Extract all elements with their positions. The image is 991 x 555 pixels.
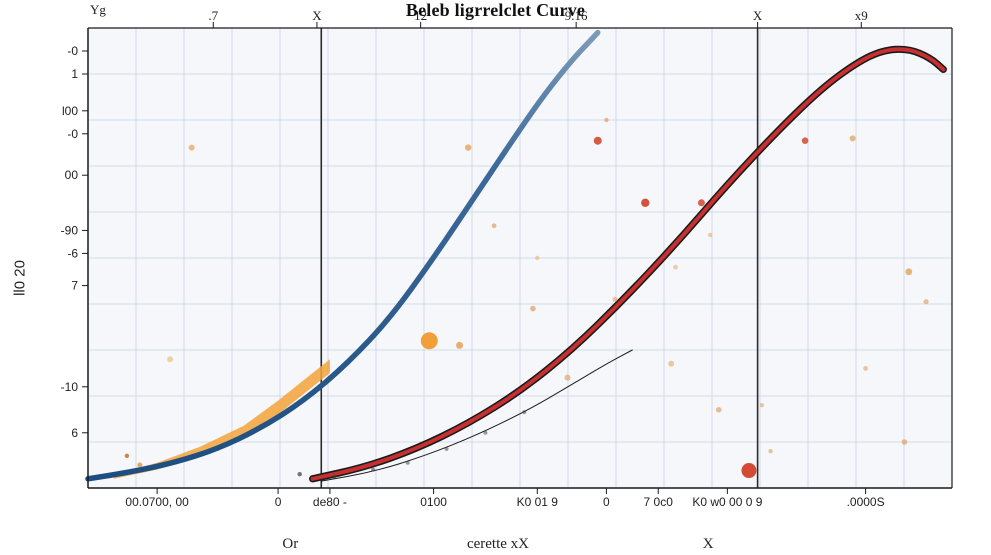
chart-svg: .7X129.16Xx9 -01l00-000-90-67-106 00.070… [0, 0, 991, 555]
svg-text:X: X [312, 8, 322, 23]
svg-text:7: 7 [71, 279, 78, 293]
svg-text:X: X [753, 8, 763, 23]
svg-text:-0: -0 [67, 44, 78, 58]
svg-text:00: 00 [65, 168, 79, 182]
svg-text:-90: -90 [61, 223, 79, 237]
left-ticks: -0 1 l00 -0 00 -90 -6 7 -10 6 [61, 44, 88, 440]
svg-text:.0000S: .0000S [847, 495, 885, 509]
svg-text:K0 w0 00 0 9: K0 w0 00 0 9 [692, 495, 762, 509]
svg-text:de80 -: de80 - [313, 495, 347, 509]
svg-text:12: 12 [414, 8, 427, 23]
svg-text:-10: -10 [61, 380, 79, 394]
top-ticks: .7 X 12 9.16 Xx9 [208, 8, 867, 28]
svg-text:x9: x9 [855, 8, 868, 23]
svg-text:.7: .7 [208, 8, 218, 23]
svg-text:9.16: 9.16 [565, 8, 588, 23]
svg-text:6: 6 [71, 426, 78, 440]
svg-text:K0 01 9: K0 01 9 [517, 495, 559, 509]
chart-container: Beleb ligrrelclet Curve Yg ll0 20 Or cer… [0, 0, 991, 555]
svg-text:0: 0 [275, 495, 282, 509]
svg-text:0: 0 [603, 495, 610, 509]
svg-text:-0: -0 [67, 127, 78, 141]
svg-text:0100: 0100 [420, 495, 447, 509]
svg-text:00.0700, 00: 00.0700, 00 [125, 495, 189, 509]
svg-text:7 0c0: 7 0c0 [644, 495, 674, 509]
svg-text:-6: -6 [67, 246, 78, 260]
svg-text:1: 1 [71, 67, 78, 81]
svg-text:l00: l00 [62, 104, 78, 118]
bottom-ticks: 00.0700, 00 0 de80 - 0100 K0 01 9 0 7 0c0 K0 w0… [125, 488, 884, 509]
